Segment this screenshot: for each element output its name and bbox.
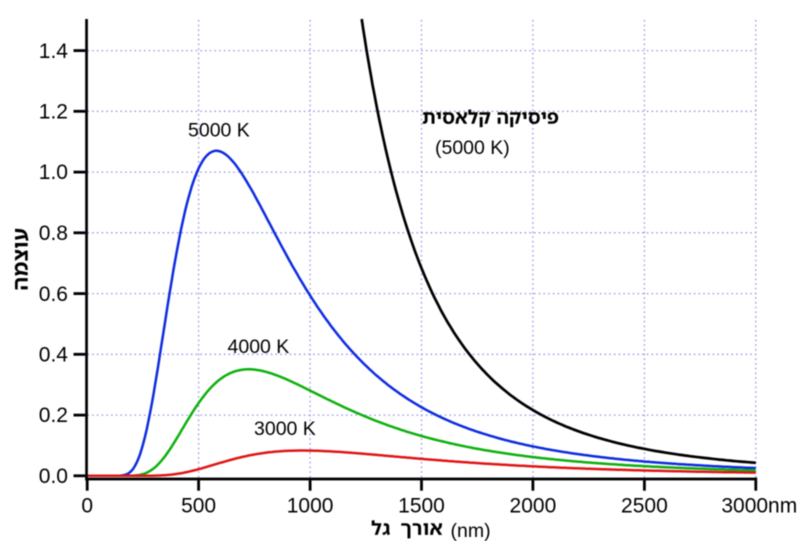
svg-text:1500: 1500 [398, 495, 445, 518]
svg-text:2500: 2500 [621, 495, 668, 518]
svg-text:0.2: 0.2 [39, 404, 68, 427]
svg-text:1.2: 1.2 [39, 101, 68, 124]
svg-text:1000: 1000 [287, 495, 334, 518]
svg-text:3000 K: 3000 K [254, 418, 316, 440]
svg-text:0.6: 0.6 [39, 283, 68, 306]
svg-text:1.0: 1.0 [39, 161, 68, 184]
svg-text:(nm): (nm) [451, 520, 491, 541]
svg-text:(5000 K): (5000 K) [435, 137, 510, 159]
svg-text:1.4: 1.4 [39, 40, 69, 63]
svg-text:4000 K: 4000 K [228, 336, 290, 358]
svg-text:3000nm: 3000nm [721, 495, 797, 518]
svg-text:0: 0 [81, 495, 93, 518]
svg-text:500: 500 [181, 495, 216, 518]
svg-text:2000: 2000 [510, 495, 557, 518]
svg-text:0.4: 0.4 [39, 344, 69, 367]
svg-text:5000 K: 5000 K [188, 120, 250, 142]
svg-text:0.8: 0.8 [39, 222, 68, 245]
svg-text:0.0: 0.0 [39, 465, 68, 488]
